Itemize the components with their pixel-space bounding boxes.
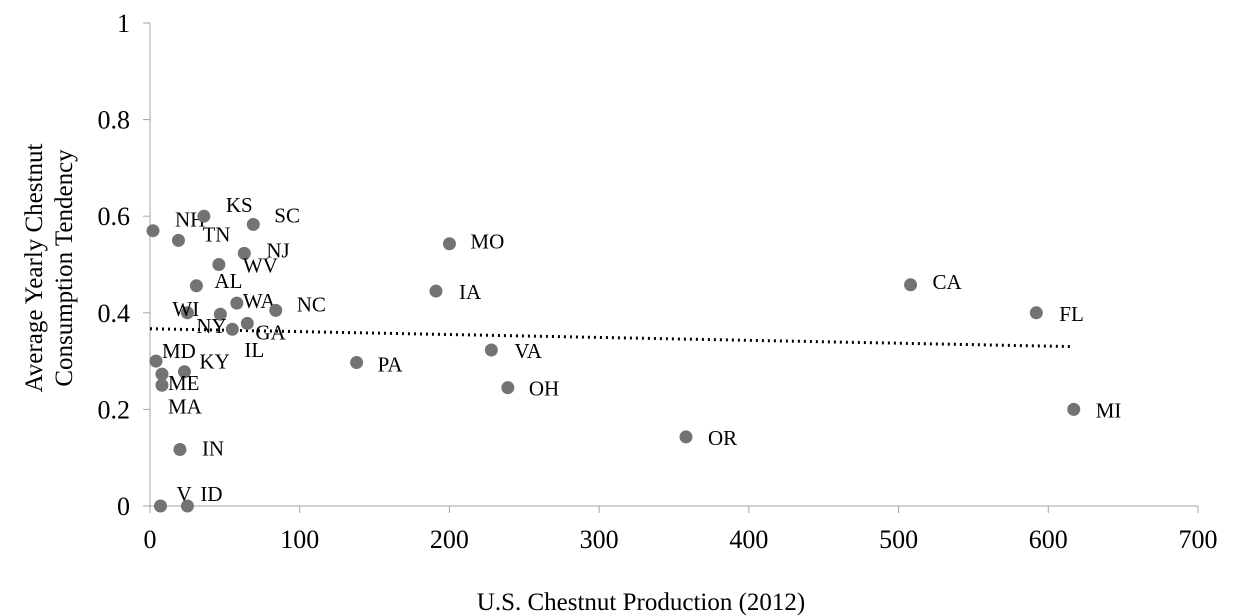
data-point-me xyxy=(155,367,169,381)
data-label-sc: SC xyxy=(274,203,300,227)
data-point-pa xyxy=(350,356,364,370)
y-tick-label: 0.8 xyxy=(98,106,131,135)
x-tick-label: 300 xyxy=(580,525,619,554)
data-point-or xyxy=(679,430,693,444)
data-point-sc xyxy=(246,217,260,231)
data-point-mo xyxy=(442,237,456,251)
data-label-ia: IA xyxy=(459,280,482,304)
data-point-mi xyxy=(1067,402,1081,416)
data-point-ia xyxy=(429,284,443,298)
data-label-nj: NJ xyxy=(266,238,289,262)
data-label-ks: KS xyxy=(226,193,253,217)
data-point-nh xyxy=(146,224,160,238)
data-point-wa xyxy=(230,296,244,310)
y-axis-title: Average Yearly Chestnut Consumption Tend… xyxy=(21,144,78,393)
y-tick-label: 1 xyxy=(117,9,130,38)
data-point-ks xyxy=(197,209,211,223)
data-point-nj xyxy=(237,246,251,260)
x-tick-label: 100 xyxy=(280,525,319,554)
data-point-in xyxy=(173,442,187,456)
data-label-mi: MI xyxy=(1096,398,1122,422)
data-label-il: IL xyxy=(244,338,264,362)
data-point-wi xyxy=(180,306,194,320)
data-label-ky: KY xyxy=(199,350,229,374)
data-point-nc xyxy=(269,303,283,317)
data-label-wv: WV xyxy=(243,254,278,278)
data-point-oh xyxy=(501,381,515,395)
data-label-va: VA xyxy=(514,339,542,363)
data-label-fl: FL xyxy=(1059,302,1084,326)
data-point-ky xyxy=(177,365,191,379)
data-label-id: ID xyxy=(200,482,222,506)
plot-area: 00.20.40.60.810 100 200 300 400 500 600 700NHTN… xyxy=(98,9,1218,554)
data-label-ca: CA xyxy=(933,270,963,294)
data-label-in: IN xyxy=(202,436,224,460)
data-point-tn xyxy=(171,233,185,247)
data-label-or: OR xyxy=(708,426,737,450)
trendline xyxy=(149,327,1074,349)
x-tick-label: 0 xyxy=(144,525,157,554)
data-label-ga: GA xyxy=(255,320,286,344)
data-point-wv xyxy=(212,258,226,271)
x-tick-label: 400 xyxy=(729,525,768,554)
data-label-al: AL xyxy=(214,269,242,293)
data-point-ga xyxy=(240,316,254,330)
x-tick-label: 700 xyxy=(1179,525,1218,554)
data-point-id xyxy=(180,499,194,513)
data-point-md xyxy=(149,354,163,368)
data-point-il xyxy=(225,322,239,336)
data-label-oh: OH xyxy=(529,377,559,401)
data-point-va xyxy=(484,343,498,357)
y-tick-label: 0 xyxy=(117,492,130,521)
data-point-v xyxy=(153,499,167,513)
data-label-nc: NC xyxy=(297,292,326,316)
data-point-ny xyxy=(213,307,227,321)
x-tick-label: 600 xyxy=(1029,525,1068,554)
data-label-ma: MA xyxy=(168,394,203,418)
data-label-tn: TN xyxy=(202,222,230,246)
data-label-md: MD xyxy=(162,339,196,363)
data-label-wi: WI xyxy=(172,297,199,321)
data-point-fl xyxy=(1029,306,1043,320)
data-label-ny: NY xyxy=(196,314,226,338)
y-tick-label: 0.4 xyxy=(98,299,131,328)
data-point-ma xyxy=(155,378,169,392)
data-label-me: ME xyxy=(168,371,200,395)
x-tick-label: 200 xyxy=(430,525,469,554)
data-point-al xyxy=(189,279,203,293)
y-tick-label: 0.2 xyxy=(98,395,131,424)
x-tick-label: 500 xyxy=(879,525,918,554)
y-axis-title-line-2: Consumption Tendency xyxy=(51,149,78,387)
y-tick-label: 0.6 xyxy=(98,202,131,231)
data-label-pa: PA xyxy=(378,353,404,377)
y-axis-title-line-1: Average Yearly Chestnut xyxy=(21,144,48,393)
data-label-mo: MO xyxy=(470,230,504,254)
x-axis-title: U.S. Chestnut Production (2012) xyxy=(477,589,805,616)
data-point-ca xyxy=(904,278,918,292)
